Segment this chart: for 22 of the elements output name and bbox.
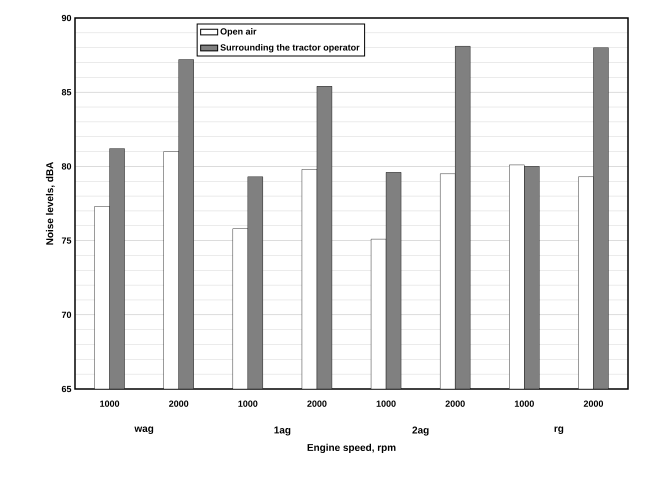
y-axis-title: Noise levels, dBA bbox=[46, 162, 55, 245]
x-tick-label: 1000 bbox=[376, 400, 396, 407]
y-tick-label: 75 bbox=[62, 237, 72, 244]
x-tick-label: 1000 bbox=[238, 400, 258, 407]
x-tick-label: 2000 bbox=[307, 400, 327, 407]
x-tick-label: 2000 bbox=[446, 400, 465, 407]
x-tick-label: 2000 bbox=[169, 400, 188, 407]
y-tick-label: 90 bbox=[62, 14, 72, 22]
y-tick-label: 65 bbox=[62, 386, 72, 392]
text: rg bbox=[554, 426, 564, 434]
x-tick-label: 2000 bbox=[584, 400, 604, 407]
x-tick-label: 1000 bbox=[514, 400, 534, 407]
y-tick-label: 85 bbox=[62, 89, 72, 96]
x-axis-title: Engine speed, rpm bbox=[308, 444, 396, 454]
text: 1ag bbox=[274, 426, 290, 436]
y-tick-label: 70 bbox=[62, 312, 72, 318]
legend-label: Surrounding the tractor operator bbox=[220, 44, 360, 52]
text: wag bbox=[134, 426, 154, 434]
x-tick-label: 1000 bbox=[100, 400, 120, 407]
text: 2ag bbox=[412, 426, 429, 436]
y-tick-label: 80 bbox=[62, 163, 72, 170]
legend-label: Open air bbox=[220, 28, 256, 36]
